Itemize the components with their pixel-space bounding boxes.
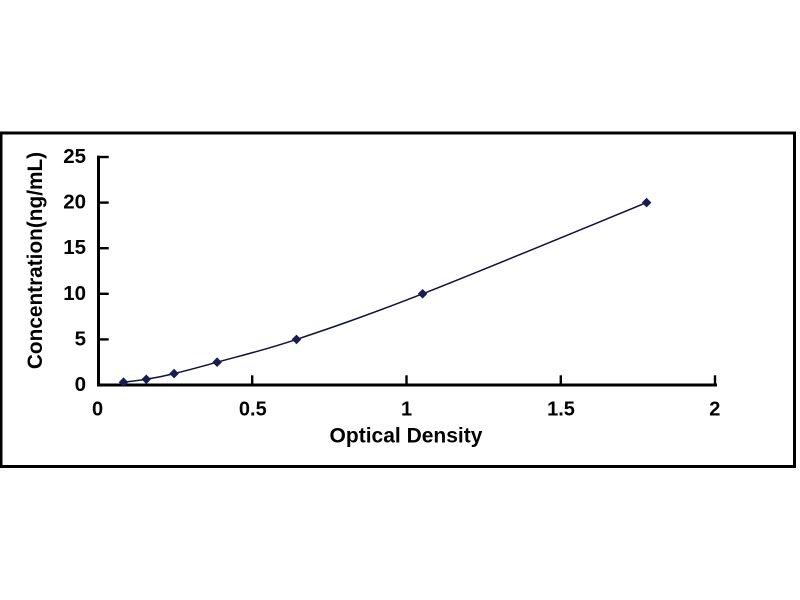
svg-text:0: 0 — [92, 399, 103, 421]
svg-text:15: 15 — [63, 236, 86, 259]
svg-text:0.5: 0.5 — [239, 399, 267, 421]
svg-text:10: 10 — [63, 282, 86, 305]
svg-text:5: 5 — [75, 327, 86, 350]
svg-text:25: 25 — [63, 145, 86, 168]
svg-text:0: 0 — [75, 373, 86, 396]
svg-text:Concentration(ng/mL): Concentration(ng/mL) — [24, 152, 47, 369]
svg-text:Optical Density: Optical Density — [330, 425, 483, 448]
svg-text:1.5: 1.5 — [547, 399, 575, 421]
svg-text:1: 1 — [401, 399, 412, 421]
svg-text:2: 2 — [709, 399, 720, 421]
svg-text:20: 20 — [63, 191, 86, 214]
